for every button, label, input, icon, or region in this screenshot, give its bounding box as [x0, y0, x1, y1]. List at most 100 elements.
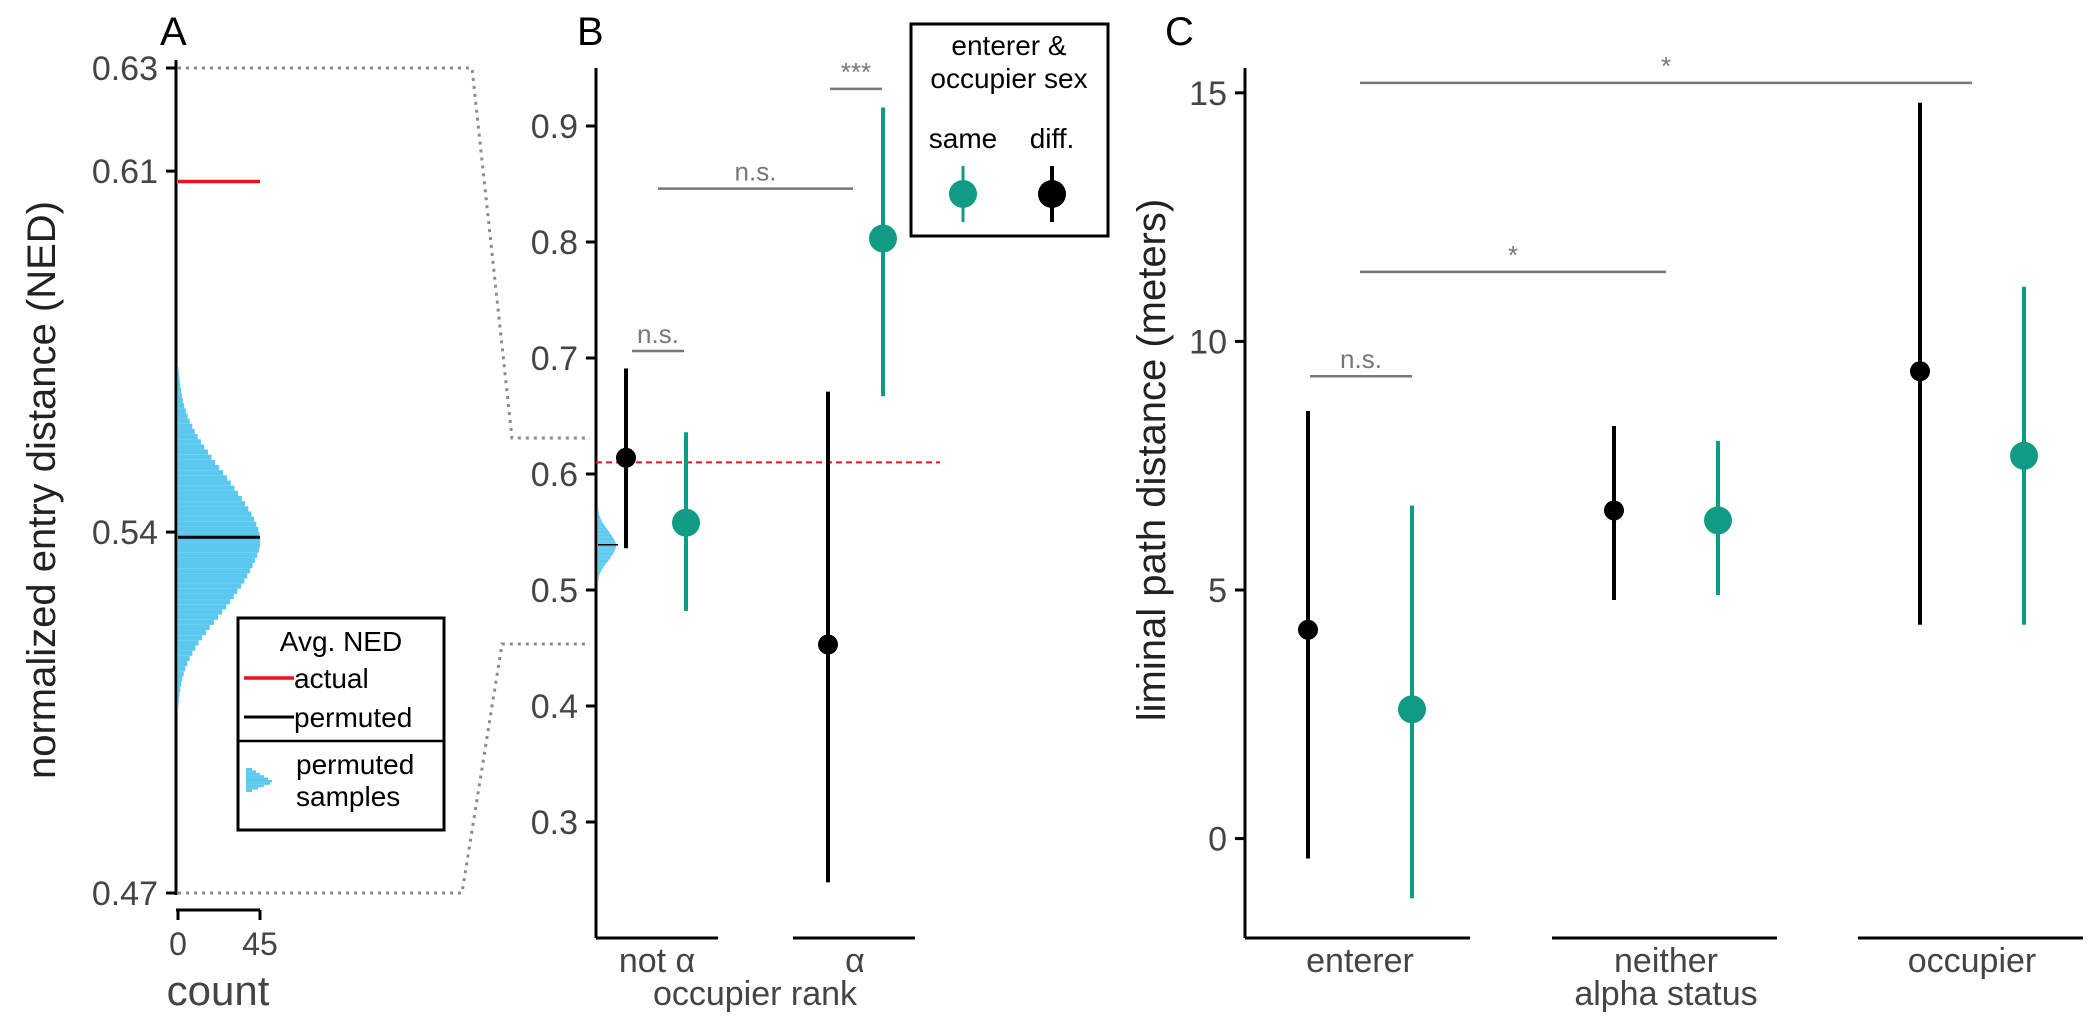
mini-distribution-bar: [598, 522, 604, 524]
histogram-bar: [178, 635, 203, 641]
panel-c-points: [1298, 102, 2038, 899]
legend-swatch-bar: [246, 787, 258, 790]
mini-distribution-bar: [598, 574, 600, 577]
mini-distribution-bar: [598, 515, 600, 517]
y-tick-label: 0.9: [531, 108, 578, 146]
legend-permuted-samples-label-line1: permuted: [296, 749, 414, 780]
mini-distribution-bar: [598, 527, 607, 529]
histogram-bar: [178, 521, 257, 527]
significance-bracket-label: n.s.: [1340, 344, 1382, 374]
mini-distribution-bar: [598, 532, 610, 534]
mini-distribution-bar: [598, 548, 616, 550]
y-tick-label: 10: [1189, 323, 1227, 361]
legend-swatch-bar: [246, 770, 256, 773]
histogram-bar: [178, 495, 242, 502]
mini-distribution-bar: [598, 536, 613, 538]
legend-actual-label: actual: [294, 663, 369, 694]
point-diff: [818, 634, 838, 655]
histogram-bar: [178, 449, 208, 455]
mini-distribution-bar: [598, 533, 611, 535]
mini-distribution-bar: [598, 576, 599, 578]
mini-distribution-bar: [598, 564, 605, 566]
panel-a-legend-title: Avg. NED: [280, 626, 402, 657]
histogram-bar: [178, 655, 190, 661]
histogram-bar: [178, 588, 238, 594]
legend-permuted-samples-swatch: [246, 768, 272, 792]
mini-distribution-bar: [598, 550, 615, 552]
panel-b-significance-brackets: n.s. n.s. ***: [632, 57, 882, 353]
mini-distribution-bar: [598, 512, 599, 514]
histogram-bar: [178, 372, 180, 378]
histogram-bar: [178, 671, 184, 677]
panel-a-x-ticks: 0 45: [169, 910, 278, 962]
legend-swatch-bar: [246, 780, 272, 783]
mini-distribution-bar: [598, 525, 605, 527]
mini-distribution-bar: [598, 551, 614, 553]
mini-distribution-bar: [598, 577, 599, 579]
histogram-bar: [178, 408, 186, 414]
legend-diff-marker: [1038, 180, 1066, 208]
mini-distribution-bar: [598, 549, 615, 551]
significance-bracket-label: ***: [841, 57, 871, 87]
point-same: [1398, 695, 1426, 724]
y-tick-label: 0.3: [531, 804, 578, 842]
legend-swatch-bar: [246, 777, 268, 780]
mini-distribution-bar: [598, 562, 607, 564]
panel-a-legend: Avg. NED actual permuted permuted sample…: [236, 616, 446, 832]
zoom-connector-bottom: [178, 642, 590, 895]
histogram-bar: [178, 403, 185, 409]
panel-b-points: [616, 107, 897, 883]
histogram-bar: [178, 542, 260, 548]
panel-c-y-ticks: 0 5 10 15: [1189, 75, 1245, 859]
mini-distribution-bar: [598, 569, 602, 571]
panel-a-histogram: [178, 367, 260, 708]
histogram-bar: [178, 501, 246, 507]
mini-distribution-bar: [598, 545, 616, 548]
significance-bracket-label: *: [1661, 51, 1671, 81]
mini-distribution-bar: [598, 523, 604, 526]
histogram-bar: [178, 619, 214, 625]
panel-a: 0.47 0.54 0.61 0.63 0 45 normalized entry di…: [20, 50, 446, 1014]
point-same: [2010, 441, 2038, 470]
histogram-bar: [178, 465, 220, 471]
legend-swatch-bar: [246, 782, 270, 785]
y-tick-label: 0.6: [531, 456, 578, 494]
mini-distribution-bar: [598, 570, 602, 572]
histogram-bar: [178, 537, 260, 543]
point-diff: [1298, 619, 1318, 640]
mini-distribution-bar: [598, 521, 603, 523]
zoom-connector-top: [178, 66, 590, 440]
panel-b-y-ticks: 0.3 0.4 0.5 0.6 0.7 0.8 0.9: [531, 108, 596, 842]
mini-distribution-bar: [598, 514, 600, 516]
y-tick-label: 0.7: [531, 340, 578, 378]
mini-distribution-bar: [598, 540, 615, 542]
y-tick-label: 0: [1208, 821, 1227, 859]
legend-diff-label: diff.: [1030, 123, 1075, 154]
mini-distribution-bar: [598, 566, 604, 568]
point-same: [1704, 506, 1732, 535]
point-diff: [1604, 500, 1624, 521]
point-same: [672, 508, 700, 537]
histogram-bar: [178, 697, 179, 703]
panel-c-category-label-neither: neither: [1614, 942, 1718, 980]
mini-distribution-bar: [598, 561, 608, 563]
significance-bracket-label: *: [1508, 240, 1518, 270]
histogram-bar: [178, 573, 248, 579]
legend-swatch-bar: [246, 775, 264, 778]
mini-distribution-bar: [598, 516, 601, 519]
point-diff: [616, 447, 636, 468]
histogram-bar: [178, 660, 188, 667]
panel-letter-b: B: [577, 10, 604, 54]
histogram-bar: [178, 485, 235, 491]
panel-b-mini-distribution: [598, 506, 618, 584]
mini-distribution-bar: [598, 538, 615, 541]
mini-distribution-bar: [598, 518, 601, 520]
histogram-bar: [178, 676, 183, 682]
histogram-bar: [178, 392, 182, 398]
mini-distribution-bar: [598, 526, 606, 528]
mini-distribution-bar: [598, 556, 611, 558]
panel-a-y-ticks: 0.47 0.54 0.61 0.63: [92, 50, 176, 913]
mini-distribution-bar: [598, 528, 608, 530]
mini-distribution-bar: [598, 554, 613, 556]
mini-distribution-bar: [598, 519, 602, 521]
